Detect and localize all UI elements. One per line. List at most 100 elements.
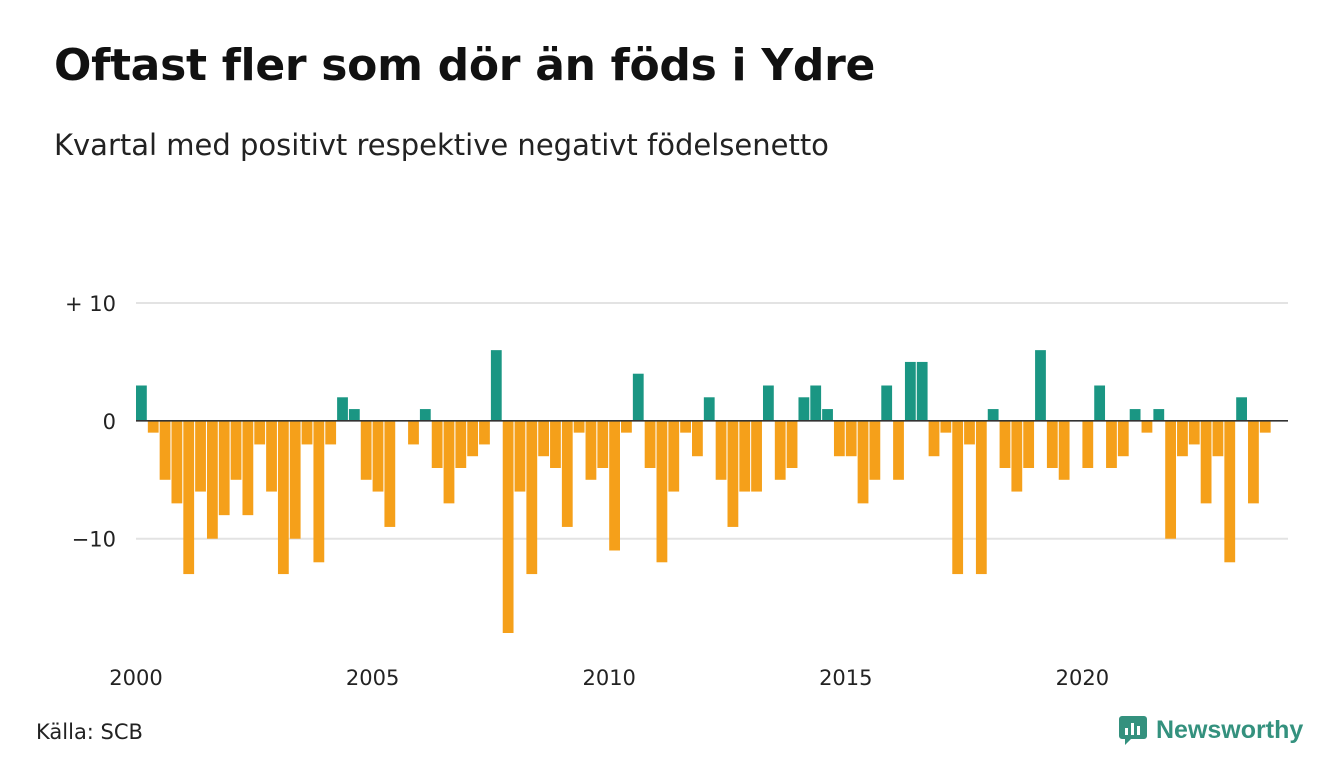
x-axis: 2000 2005 2010 2015 2020 <box>109 666 1109 690</box>
bar-positive <box>337 397 348 421</box>
bar-negative <box>431 420 443 468</box>
bar-negative <box>857 420 869 504</box>
bar-negative <box>893 420 904 480</box>
bar-negative <box>242 420 254 516</box>
bar-negative <box>727 420 739 527</box>
bar-negative <box>1188 420 1200 445</box>
bar-negative <box>467 420 479 457</box>
bar-chart: + 10 0 −10 2000 2005 2010 2015 2020 <box>65 292 1288 690</box>
chart-subtitle: Kvartal med positivt respektive negativt… <box>54 128 829 162</box>
bar-negative <box>833 420 845 457</box>
y-tick-label: 0 <box>103 410 116 434</box>
bar-negative <box>538 420 550 457</box>
bar-negative <box>159 420 171 480</box>
bar-negative <box>999 420 1011 468</box>
bar-negative <box>1259 420 1271 433</box>
bar-negative <box>609 420 620 551</box>
bar-negative <box>526 420 538 575</box>
x-tick-label: 2020 <box>1056 666 1109 690</box>
y-tick-label: −10 <box>72 528 116 552</box>
bars <box>136 350 1271 633</box>
bar-negative <box>218 420 230 516</box>
bar-negative <box>254 420 266 445</box>
bar-positive <box>1035 350 1046 421</box>
bar-negative <box>561 420 573 527</box>
bar-negative <box>940 420 952 433</box>
bar-negative <box>1224 420 1236 563</box>
bar-negative <box>1165 420 1177 539</box>
bar-negative <box>715 420 727 480</box>
bar-positive <box>904 361 916 421</box>
bar-negative <box>751 420 762 492</box>
bar-negative <box>479 420 490 445</box>
bar-negative <box>928 420 940 457</box>
bar-negative <box>573 420 585 433</box>
bar-negative <box>845 420 857 457</box>
bar-positive <box>136 385 147 421</box>
bar-positive <box>703 397 715 421</box>
bar-negative <box>1082 420 1094 468</box>
bar-negative <box>692 420 703 457</box>
source-note: Källa: SCB <box>36 720 143 744</box>
bar-negative <box>680 420 691 433</box>
bar-negative <box>443 420 455 504</box>
bar-positive <box>1129 409 1141 421</box>
bar-negative <box>621 420 632 433</box>
bar-positive <box>987 409 999 421</box>
bar-negative <box>1023 420 1035 468</box>
bar-negative <box>786 420 798 468</box>
bar-negative <box>277 420 289 575</box>
x-tick-label: 2015 <box>819 666 872 690</box>
bar-negative <box>183 420 195 575</box>
bar-negative <box>195 420 206 492</box>
bar-negative <box>952 420 964 575</box>
bar-positive <box>490 350 502 421</box>
bar-negative <box>1058 420 1070 480</box>
bar-negative <box>1200 420 1212 504</box>
newsworthy-logo-icon <box>1119 716 1147 745</box>
bar-negative <box>206 420 218 539</box>
bar-negative <box>656 420 668 563</box>
bar-negative <box>1248 420 1259 504</box>
bar-positive <box>762 385 774 421</box>
brand-logo: Newsworthy <box>1118 714 1303 746</box>
bar-positive <box>1236 397 1247 421</box>
bar-positive <box>798 397 810 421</box>
bar-negative <box>774 420 786 480</box>
bar-negative <box>514 420 526 492</box>
bar-negative <box>230 420 242 480</box>
bar-negative <box>1177 420 1188 457</box>
bar-negative <box>289 420 301 539</box>
bar-negative <box>869 420 881 480</box>
bar-negative <box>360 420 372 480</box>
bar-negative <box>585 420 597 480</box>
brand-name: Newsworthy <box>1156 715 1304 744</box>
grid-lines <box>136 302 1288 540</box>
bar-negative <box>408 420 419 445</box>
bar-negative <box>975 420 987 575</box>
bar-negative <box>502 420 514 633</box>
bar-negative <box>1106 420 1117 468</box>
bar-positive <box>419 409 431 421</box>
bar-negative <box>1046 420 1058 468</box>
x-tick-label: 2000 <box>109 666 162 690</box>
bar-negative <box>1141 420 1153 433</box>
bar-negative <box>455 420 467 468</box>
bar-negative <box>739 420 751 492</box>
bar-negative <box>301 420 313 445</box>
bar-positive <box>1153 409 1165 421</box>
bar-negative <box>1117 420 1129 457</box>
x-tick-label: 2005 <box>346 666 399 690</box>
bar-negative <box>147 420 159 433</box>
bar-negative <box>550 420 561 468</box>
bar-negative <box>372 420 384 492</box>
chart-title: Oftast fler som dör än föds i Ydre <box>54 40 876 91</box>
bar-negative <box>325 420 337 445</box>
bar-negative <box>964 420 975 445</box>
x-tick-label: 2010 <box>582 666 635 690</box>
bar-positive <box>916 361 928 421</box>
bar-positive <box>822 409 833 421</box>
y-tick-label: + 10 <box>65 292 116 316</box>
bar-negative <box>313 420 325 563</box>
bar-positive <box>1094 385 1106 421</box>
